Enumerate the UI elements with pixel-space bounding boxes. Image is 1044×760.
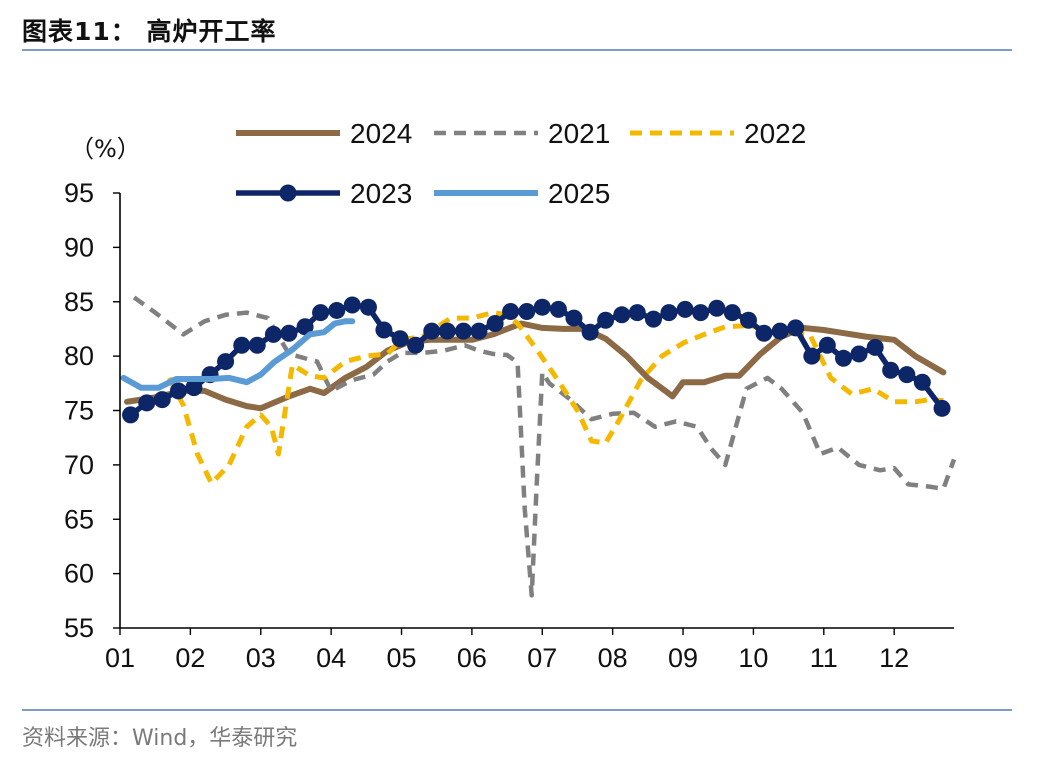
y-tick-label: 80 xyxy=(64,341,94,371)
series-2023-point xyxy=(771,322,789,340)
series-2023-point xyxy=(644,310,662,328)
figure-title: 图表11： 高炉开工率 xyxy=(22,17,277,46)
x-tick-label: 06 xyxy=(457,643,487,673)
y-tick-label: 90 xyxy=(64,232,94,262)
series-2023-point xyxy=(217,353,235,371)
series-2023-point xyxy=(391,330,409,348)
series-2023-point xyxy=(866,338,884,356)
series-2023-point xyxy=(850,345,868,363)
legend-label-2021: 2021 xyxy=(548,118,610,149)
series-2023-point xyxy=(613,306,631,324)
series-2023-point xyxy=(343,296,361,314)
x-tick-label: 01 xyxy=(105,643,135,673)
x-tick-label: 08 xyxy=(598,643,628,673)
y-tick-label: 70 xyxy=(64,450,94,480)
series-2023-point xyxy=(565,309,583,327)
series-2023-point xyxy=(312,304,330,322)
series-2023-point xyxy=(153,391,171,409)
x-tick-label: 09 xyxy=(668,643,698,673)
x-tick-label: 11 xyxy=(810,643,838,673)
series-2023-point xyxy=(233,336,251,354)
series-2023-point xyxy=(933,399,951,417)
legend-label-2024: 2024 xyxy=(350,118,412,149)
source-note: 资料来源：Wind，华泰研究 xyxy=(22,726,298,751)
series-2023-point xyxy=(581,323,599,341)
series-2025-line xyxy=(120,318,356,391)
series-2023-point xyxy=(913,373,931,391)
x-tick-label: 02 xyxy=(175,643,205,673)
series-2023-point xyxy=(882,361,900,379)
series-2023-point xyxy=(423,322,441,340)
series-2023-point xyxy=(835,349,853,367)
series-2023-point xyxy=(708,299,726,317)
series-2023-point xyxy=(296,318,314,336)
footer-rule xyxy=(22,709,1012,711)
x-tick-label: 05 xyxy=(386,643,416,673)
series-2023-point xyxy=(660,304,678,322)
legend-marker-2023 xyxy=(279,184,297,202)
series-2023-point xyxy=(280,324,298,342)
series-2023-point xyxy=(803,347,821,365)
chart-legend: 2024 2021 2022 2023 2025 xyxy=(236,118,806,209)
series-2023-point xyxy=(169,382,187,400)
series-2023-point xyxy=(787,319,805,337)
x-tick-label: 04 xyxy=(316,643,346,673)
series-2023-point xyxy=(328,301,346,319)
title-rule xyxy=(22,49,1012,51)
series-2023-point xyxy=(248,336,266,354)
chart-axes: 55 60 65 70 75 80 85 90 95 01 02 03 04 05 06 07 08 09 10 11… xyxy=(64,178,954,673)
y-tick-label: 85 xyxy=(64,287,94,317)
series-2023-point xyxy=(185,379,203,397)
series-2023-point xyxy=(755,324,773,342)
line-chart: 2024 2021 2022 2023 2025 （%） 55 60 65 70 75 80 85 9… xyxy=(64,118,957,673)
series-2023-point xyxy=(739,311,757,329)
series-2022-line xyxy=(167,310,944,486)
series-2023-point xyxy=(454,322,472,340)
series-layer xyxy=(120,295,957,598)
series-2023-point xyxy=(818,336,836,354)
y-axis-unit-label: （%） xyxy=(70,135,141,163)
series-2023-point xyxy=(122,406,140,424)
x-tick-label: 03 xyxy=(246,643,276,673)
y-tick-label: 65 xyxy=(64,504,94,534)
y-tick-label: 60 xyxy=(64,559,94,589)
y-tick-label: 75 xyxy=(64,396,94,426)
series-2023-point xyxy=(692,304,710,322)
x-tick-label: 12 xyxy=(879,643,909,673)
series-2023-point xyxy=(502,303,520,321)
y-tick-label: 55 xyxy=(64,613,94,643)
series-2023-point xyxy=(264,325,282,343)
series-2023-point xyxy=(676,300,694,318)
series-2023-point xyxy=(486,315,504,332)
series-2021-line xyxy=(132,295,957,598)
series-2023-point xyxy=(438,322,456,340)
series-2023-point xyxy=(138,394,156,412)
series-2023-point xyxy=(723,304,741,322)
x-tick-label: 07 xyxy=(527,643,557,673)
y-tick-label: 95 xyxy=(64,178,94,208)
series-2023-point xyxy=(597,311,615,329)
legend-label-2025: 2025 xyxy=(548,178,610,209)
legend-label-2023: 2023 xyxy=(350,178,412,209)
series-2023-point xyxy=(898,366,916,384)
series-2023-point xyxy=(533,298,551,316)
series-2023-point xyxy=(359,298,377,316)
series-2023-point xyxy=(628,304,646,322)
series-2023-point xyxy=(518,303,536,321)
series-2023-point xyxy=(470,322,488,340)
series-2023-point xyxy=(549,300,567,318)
legend-label-2022: 2022 xyxy=(744,118,806,149)
series-2023-point xyxy=(407,336,425,354)
series-2024-line xyxy=(124,320,947,412)
x-tick-label: 10 xyxy=(738,643,768,673)
series-2023-point xyxy=(375,321,393,339)
